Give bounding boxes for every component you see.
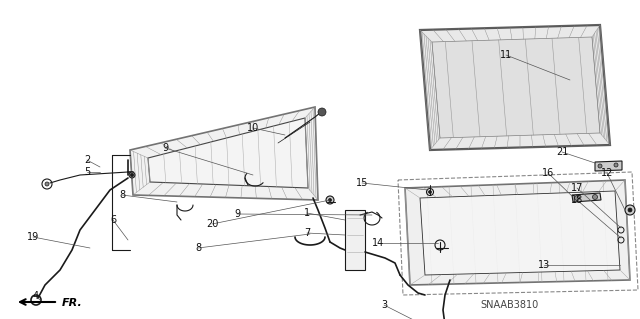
- Circle shape: [318, 108, 326, 116]
- Text: 1: 1: [304, 208, 310, 218]
- Text: 14: 14: [372, 238, 384, 248]
- Text: 8: 8: [195, 243, 201, 253]
- Polygon shape: [572, 193, 601, 202]
- Text: 7: 7: [304, 228, 310, 238]
- Polygon shape: [432, 37, 600, 138]
- Circle shape: [625, 205, 635, 215]
- Circle shape: [326, 196, 334, 204]
- Text: 16: 16: [542, 168, 554, 178]
- Circle shape: [131, 174, 134, 176]
- Text: 19: 19: [27, 232, 39, 242]
- Circle shape: [614, 163, 618, 167]
- Text: 11: 11: [500, 50, 512, 60]
- Text: 9: 9: [234, 209, 240, 219]
- Text: 2: 2: [84, 155, 90, 165]
- Bar: [345, 210, 365, 270]
- Circle shape: [328, 198, 332, 202]
- Polygon shape: [420, 191, 620, 275]
- Text: 9: 9: [162, 143, 168, 153]
- Circle shape: [628, 208, 632, 212]
- Circle shape: [45, 182, 49, 186]
- Circle shape: [129, 172, 135, 178]
- Polygon shape: [405, 180, 630, 285]
- Text: 13: 13: [538, 260, 550, 270]
- Polygon shape: [420, 25, 610, 150]
- Text: 18: 18: [571, 195, 583, 205]
- Polygon shape: [595, 161, 622, 171]
- Text: 4: 4: [33, 291, 39, 301]
- Text: 15: 15: [356, 178, 368, 188]
- Text: 21: 21: [556, 147, 568, 157]
- Circle shape: [598, 164, 602, 168]
- Text: 5: 5: [84, 167, 90, 177]
- Text: 17: 17: [571, 183, 583, 193]
- Polygon shape: [130, 107, 318, 200]
- Text: 3: 3: [381, 300, 387, 310]
- Text: 20: 20: [206, 219, 218, 229]
- Polygon shape: [148, 118, 308, 188]
- Text: 12: 12: [601, 168, 613, 178]
- Circle shape: [575, 196, 579, 201]
- Circle shape: [429, 190, 431, 194]
- Text: FR.: FR.: [62, 298, 83, 308]
- Text: SNAAB3810: SNAAB3810: [480, 300, 538, 310]
- Text: 10: 10: [247, 123, 259, 133]
- Text: 6: 6: [110, 215, 116, 225]
- Text: 8: 8: [119, 190, 125, 200]
- Circle shape: [593, 195, 598, 199]
